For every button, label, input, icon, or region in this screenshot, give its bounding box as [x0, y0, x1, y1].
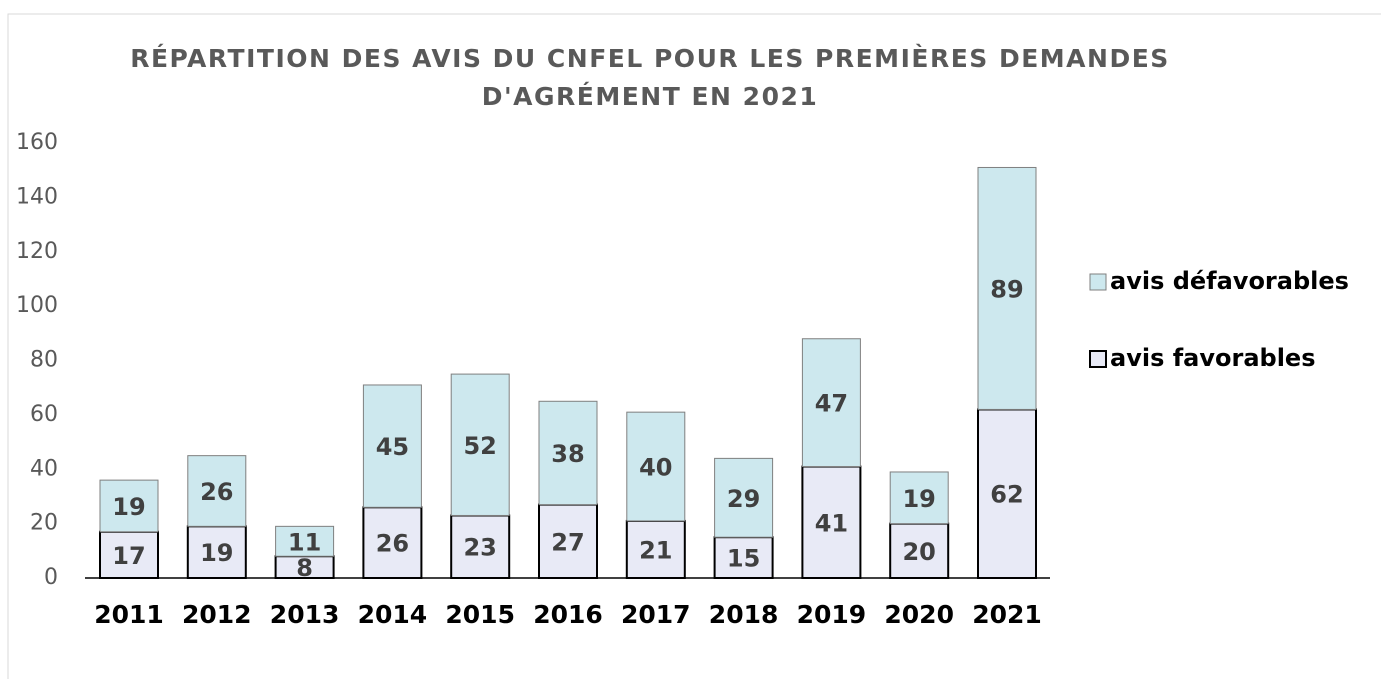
data-label: 89 [990, 275, 1023, 303]
bar-segment [275, 525, 335, 557]
chart-title: RÉPARTITION DES AVIS DU CNFEL POUR LES P… [130, 44, 1170, 73]
y-tick-label: 140 [16, 184, 58, 209]
chart-frame [7, 13, 1381, 679]
y-tick-label: 160 [16, 130, 58, 155]
y-tick-label: 120 [16, 239, 58, 264]
x-tick-label: 2016 [533, 600, 603, 629]
bar-segment [626, 411, 686, 522]
bar-segment [450, 514, 511, 579]
data-label: 38 [551, 440, 584, 468]
data-label: 45 [376, 433, 409, 461]
data-label: 40 [639, 454, 672, 482]
legend-label: avis favorables [1110, 344, 1315, 372]
data-label: 19 [902, 485, 935, 513]
data-label: 26 [200, 478, 233, 506]
bar-segment [889, 522, 950, 579]
data-label: 41 [815, 509, 848, 537]
x-tick-label: 2012 [182, 600, 252, 629]
data-label: 26 [376, 530, 409, 558]
x-tick-label: 2011 [94, 600, 164, 629]
x-tick-label: 2018 [709, 600, 779, 629]
data-label: 27 [551, 528, 584, 556]
x-tick-label: 2015 [445, 600, 515, 629]
data-label: 17 [112, 542, 145, 570]
x-tick-label: 2021 [972, 600, 1042, 629]
data-label: 52 [463, 432, 496, 460]
bar-segment [538, 503, 598, 579]
y-tick-label: 80 [30, 348, 58, 373]
y-tick-label: 60 [30, 402, 58, 427]
data-label: 21 [639, 536, 672, 564]
x-tick-label: 2020 [884, 600, 954, 629]
y-tick-label: 100 [16, 293, 58, 318]
data-label: 47 [815, 390, 848, 418]
bar-segment [99, 479, 159, 533]
legend-label: avis défavorables [1110, 267, 1349, 295]
y-tick-label: 0 [44, 565, 58, 590]
data-label: 29 [727, 485, 760, 513]
bar-segment [714, 457, 774, 538]
bar-segment [801, 338, 861, 468]
legend-swatch [1089, 350, 1107, 368]
y-tick-label: 40 [30, 456, 58, 481]
data-label: 11 [288, 528, 321, 556]
data-label: 20 [902, 538, 935, 566]
data-label: 19 [112, 493, 145, 521]
chart-title: D'AGRÉMENT EN 2021 [482, 82, 819, 111]
bar-segment [362, 384, 422, 508]
data-label: 23 [463, 534, 496, 562]
bar-segment [538, 400, 598, 506]
bar-segment [450, 373, 510, 516]
data-label: 15 [727, 545, 760, 573]
data-label: 62 [990, 481, 1023, 509]
x-tick-label: 2013 [270, 600, 340, 629]
data-label: 8 [296, 554, 313, 582]
bar-segment [889, 471, 949, 525]
bar-segment [977, 166, 1037, 410]
legend-swatch [1089, 273, 1107, 291]
x-tick-label: 2019 [797, 600, 867, 629]
x-tick-label: 2014 [358, 600, 428, 629]
data-label: 19 [200, 539, 233, 567]
y-tick-label: 20 [30, 511, 58, 536]
bar-segment [362, 506, 423, 579]
x-tick-label: 2017 [621, 600, 691, 629]
bar-segment [625, 519, 686, 579]
bar-segment [187, 455, 247, 527]
